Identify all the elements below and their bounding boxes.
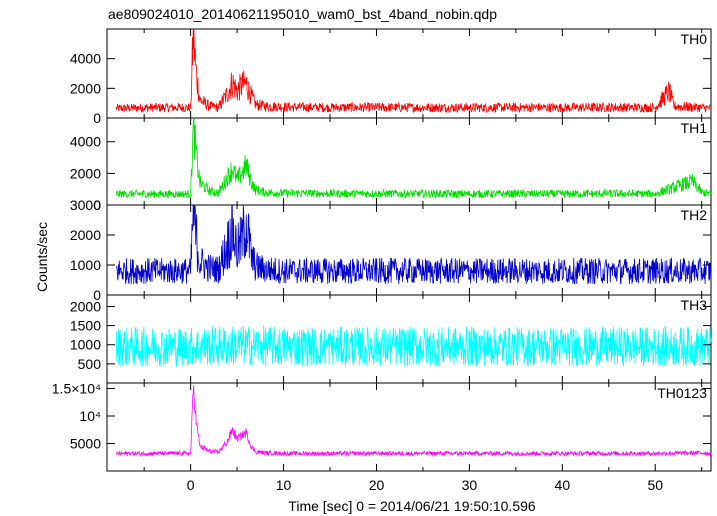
y-tick-label-TH2: 2000 [70,227,101,243]
x-tick-label: 40 [555,477,571,493]
panel-frame-TH0123 [106,382,712,472]
y-tick-label-TH3: 2000 [70,298,101,314]
panel-label-TH0: TH0 [681,31,708,47]
x-tick-label: 10 [276,477,292,493]
y-tick-label-TH3: 1000 [70,337,101,353]
trace-TH0123 [115,385,712,458]
y-tick-label-TH0: 2000 [70,80,101,96]
y-tick-label-TH0: 4000 [70,51,101,67]
panel-label-TH3: TH3 [681,297,708,313]
y-tick-label-TH0: 0 [93,110,101,126]
panels: 020004000TH0020004000TH10100020003000TH2… [52,28,712,493]
panel-label-TH0123: TH0123 [657,385,707,401]
y-tick-label-TH1: 2000 [70,165,101,181]
y-tick-label-TH0123: 10⁴ [79,408,101,424]
x-axis-label: Time [sec] 0 = 2014/06/21 19:50:10.596 [288,498,536,514]
panel-label-TH2: TH2 [681,207,708,223]
trace-TH2 [115,204,712,285]
y-tick-label-TH1: 0 [93,197,101,213]
chart-title: ae809024010_20140621195010_wam0_bst_4ban… [108,6,497,22]
y-tick-label-TH3: 1500 [70,318,101,334]
trace-TH1 [115,116,712,200]
y-tick-label-TH0123: 1.5×10⁴ [52,381,101,397]
y-tick-label-TH2: 0 [93,287,101,303]
x-tick-label: 0 [187,477,195,493]
trace-TH0 [115,28,711,114]
x-tick-label: 20 [369,477,385,493]
y-tick-label-TH0123: 5000 [70,436,101,452]
panel-label-TH1: TH1 [681,120,708,136]
y-tick-label-TH3: 500 [78,356,102,372]
x-tick-label: 50 [647,477,663,493]
y-tick-label-TH2: 1000 [70,257,101,273]
y-axis-label: Counts/sec [34,222,50,292]
x-tick-label: 30 [462,477,478,493]
trace-TH3 [115,325,712,367]
y-tick-label-TH1: 4000 [70,134,101,150]
y-tick-label-TH2: 3000 [70,197,101,213]
